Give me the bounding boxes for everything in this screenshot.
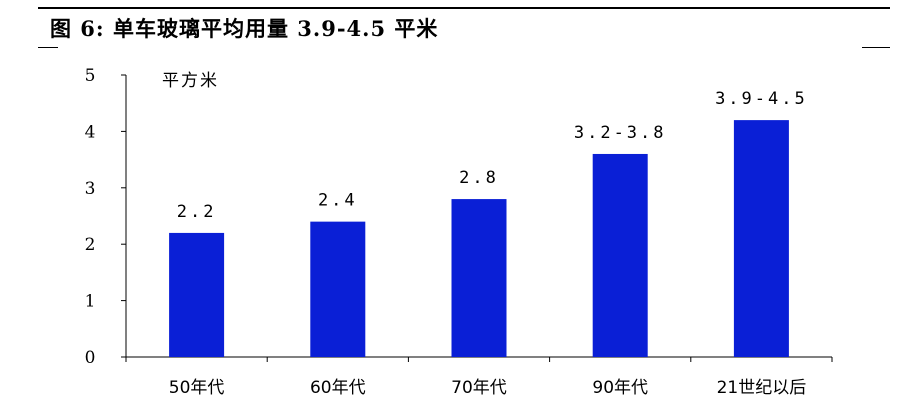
bar — [733, 120, 789, 358]
x-tick-label: 50年代 — [169, 378, 225, 398]
bar — [310, 221, 366, 357]
y-unit-label: 平方米 — [162, 71, 219, 91]
bar — [169, 232, 225, 357]
x-tick-label: 90年代 — [592, 378, 648, 398]
y-tick-label: 1 — [85, 292, 96, 312]
x-tick-label: 21世纪以后 — [717, 378, 807, 398]
data-label: 2.8 — [459, 168, 499, 188]
x-tick-label: 70年代 — [451, 378, 507, 398]
data-label: 3.9-4.5 — [715, 89, 808, 109]
y-tick-label: 3 — [85, 179, 96, 199]
bar — [451, 199, 507, 357]
top-rule — [38, 7, 890, 9]
title-rule-right — [862, 47, 890, 48]
y-tick-label: 0 — [85, 348, 96, 368]
chart-labels: 0 1 2 3 4 5 2.2 50年代 2.4 60年代 2.8 70年代 3.2-3.8 90年代 3.… — [85, 66, 808, 398]
bar — [592, 153, 648, 357]
data-label: 2.4 — [318, 191, 358, 211]
figure-title: 图 6: 单车玻璃平均用量 3.9-4.5 平米 — [50, 16, 439, 41]
data-label: 3.2-3.8 — [574, 123, 667, 143]
y-tick-label: 5 — [85, 66, 96, 86]
chart-bars — [169, 120, 789, 358]
y-tick-label: 2 — [85, 235, 96, 255]
title-rule-left — [38, 47, 58, 48]
data-label: 2.2 — [177, 202, 217, 222]
y-tick-label: 4 — [85, 122, 96, 142]
x-tick-label: 60年代 — [310, 378, 366, 398]
